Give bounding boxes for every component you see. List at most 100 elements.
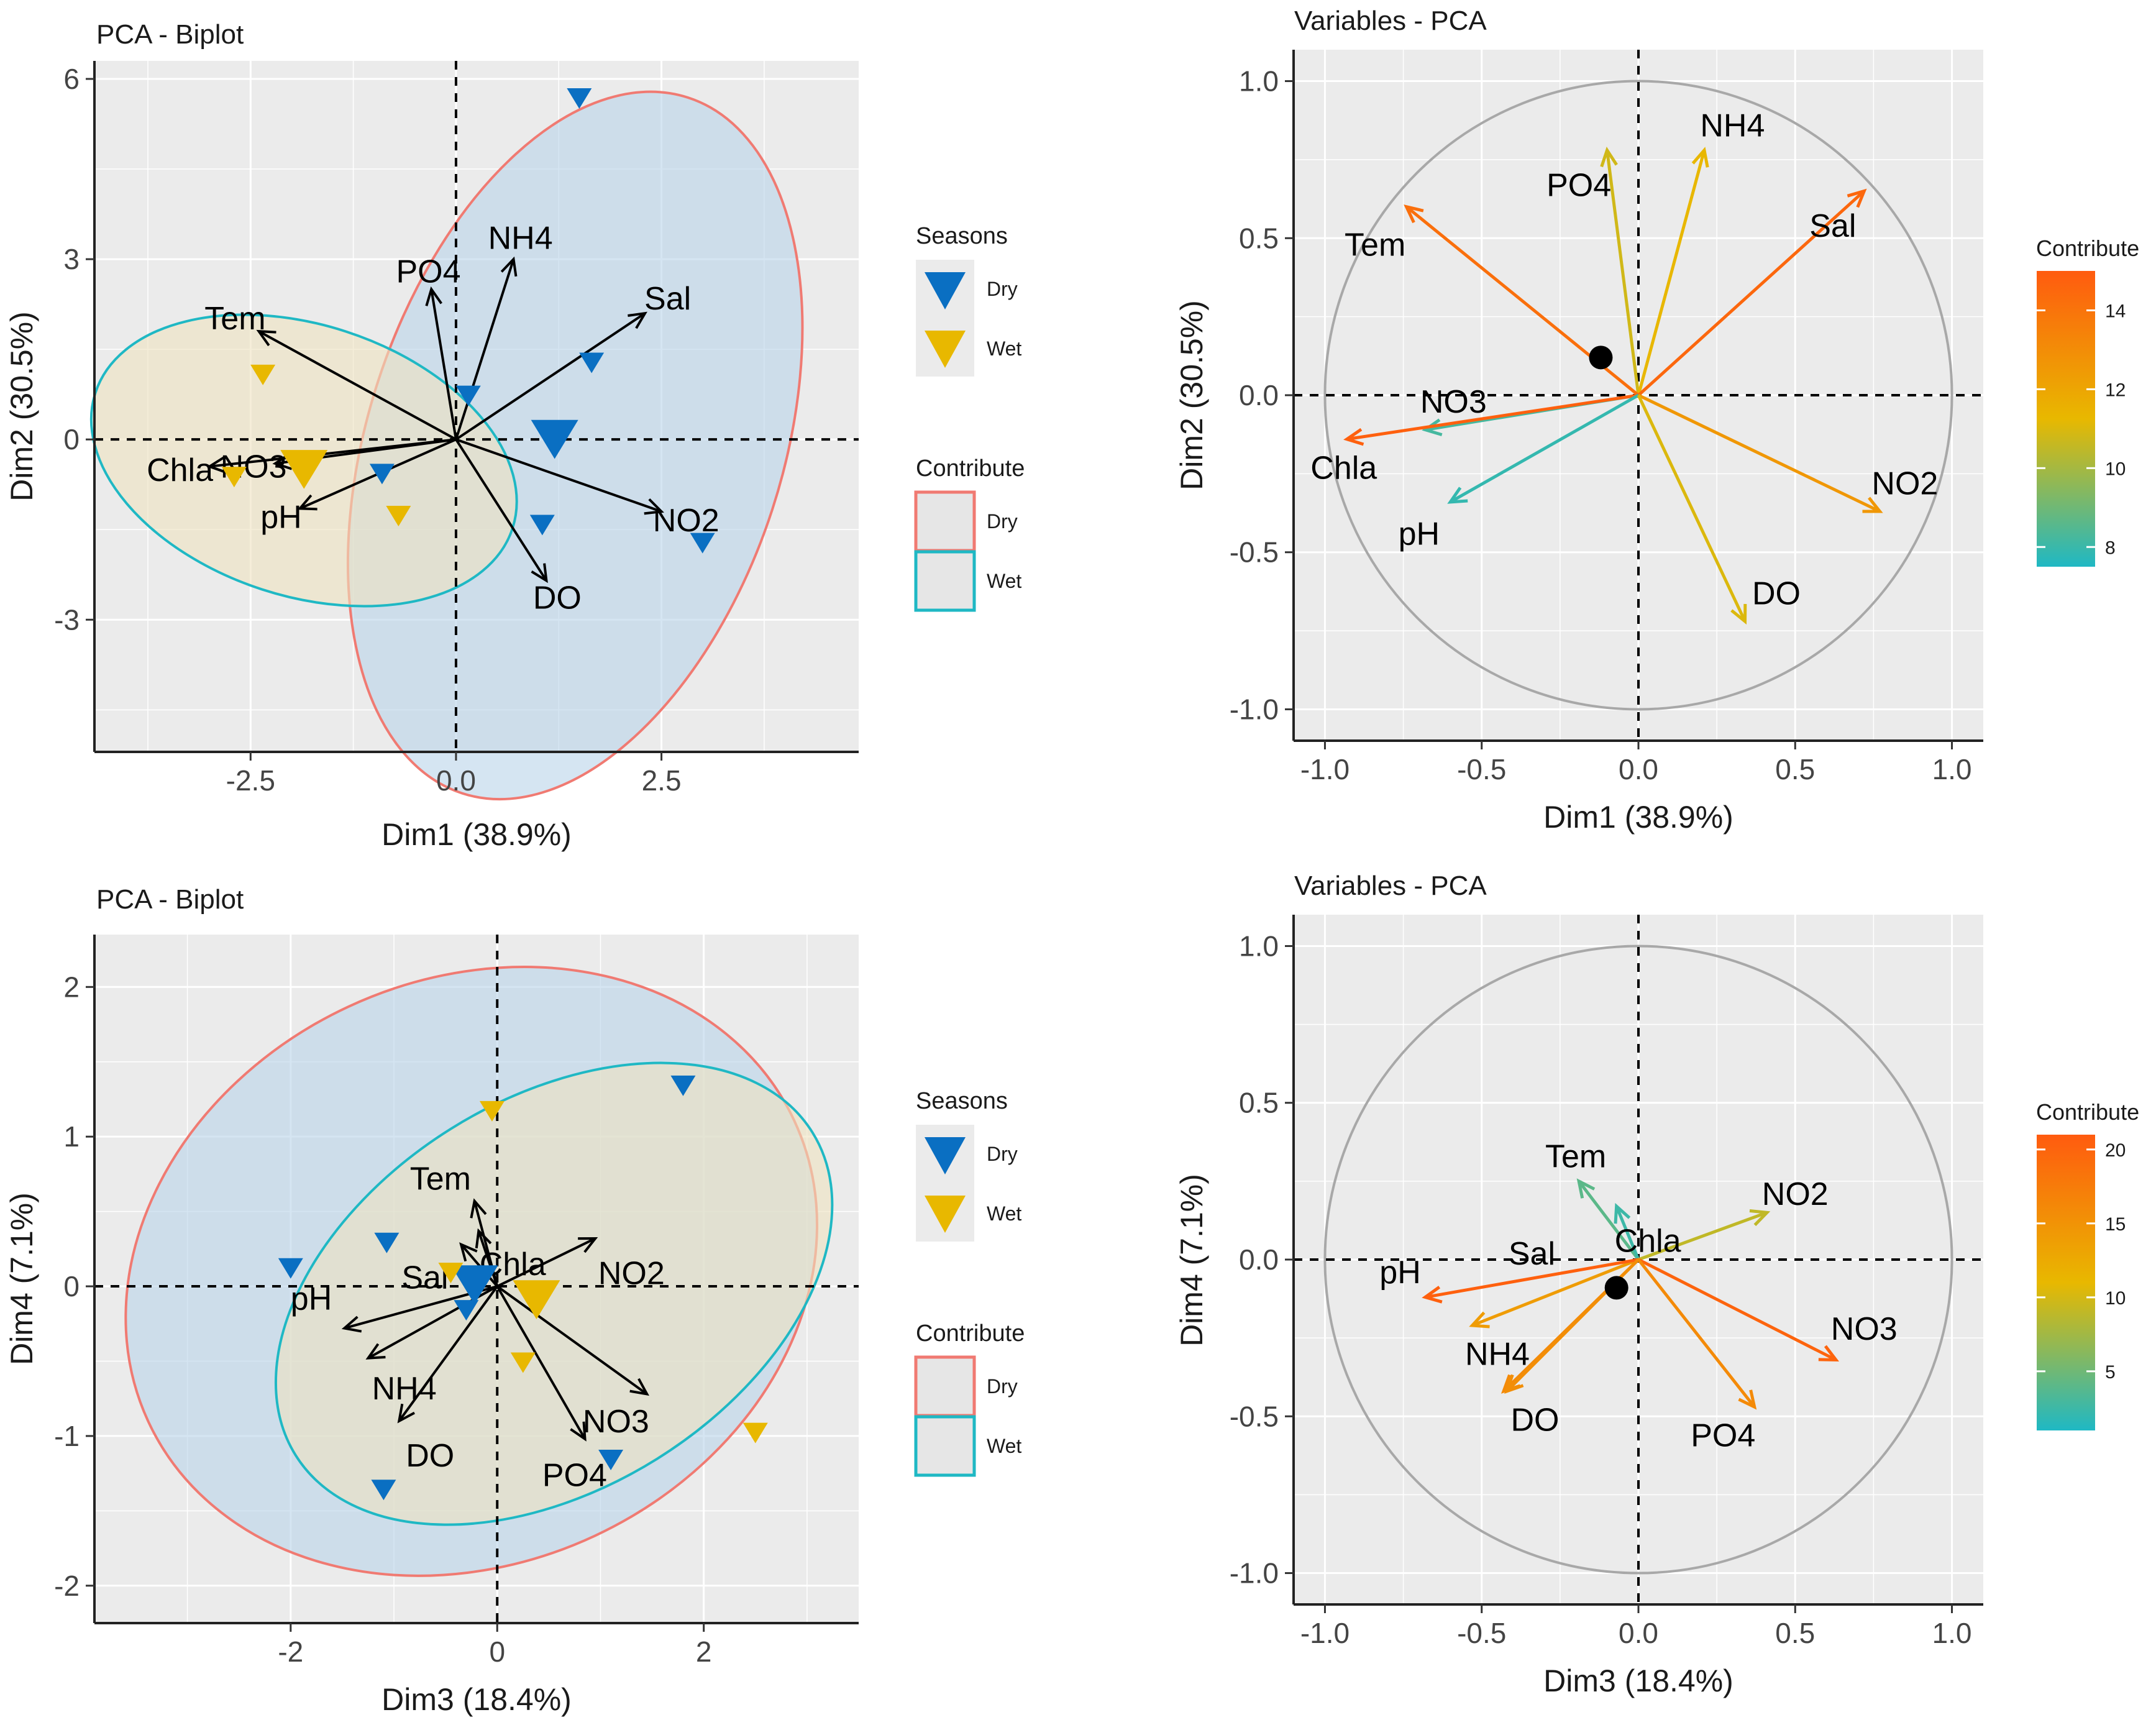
point-wet-mean — [513, 1280, 560, 1320]
vector-sal-head — [475, 1228, 492, 1248]
x-tick-label: -0.5 — [1457, 1617, 1506, 1649]
vector-no3-head — [629, 1378, 649, 1396]
point-wet-mean — [280, 450, 328, 489]
variables-1-xlabel: Dim1 (38.9%) — [1543, 800, 1733, 835]
x-tick-label: -1.0 — [1300, 753, 1350, 785]
vector-sal — [1471, 1258, 1639, 1327]
vector-no2-head — [1749, 1209, 1771, 1227]
vector-tem — [1578, 1180, 1640, 1261]
legend-2-dry-triangle — [925, 1137, 966, 1174]
point-dry — [455, 385, 481, 406]
biplot-2-axes: -2 0 2 -2 -1 0 1 2 — [54, 935, 859, 1668]
x-tick-label: -1.0 — [1300, 1617, 1350, 1649]
y-tick-label: 1.0 — [1239, 930, 1279, 962]
vector-label-no2: NO2 — [1871, 466, 1938, 502]
biplot-1-xlabel: Dim1 (38.9%) — [381, 817, 572, 852]
vector-no2-head — [578, 1237, 598, 1253]
biplot-2-legend: Seasons Dry Wet Contribute Dry Wet — [914, 1088, 1025, 1477]
colorbar-tick-label: 5 — [2105, 1362, 2116, 1383]
vector-label-do: DO — [1511, 1402, 1560, 1438]
colorbar-tick-label: 14 — [2105, 301, 2126, 321]
vector-no2 — [496, 1237, 596, 1288]
vector-do — [1637, 394, 1747, 622]
legend-2-wet-ellipse-label: Wet — [987, 1435, 1021, 1457]
point-dry — [579, 352, 605, 373]
vector-do-head — [531, 563, 548, 583]
vector-tem-head — [470, 1198, 487, 1219]
variables-2-axes: -1.0 -0.5 0.0 0.5 1.0 -1.0 -0.5 0.0 0.5 1.0 — [1230, 915, 1983, 1649]
colorbar-tick-label: 12 — [2105, 380, 2126, 400]
vector-label-po4: PO4 — [542, 1458, 607, 1494]
vector-do — [398, 1285, 498, 1422]
point-wet — [742, 1422, 768, 1444]
point-dry — [369, 464, 395, 485]
vector-chla-head — [206, 456, 227, 474]
y-tick-label: -1 — [54, 1420, 80, 1452]
vector-ph — [1425, 1258, 1639, 1299]
legend-1-seasons-title: Seasons — [916, 223, 1008, 249]
y-tick-label: 2 — [63, 971, 80, 1003]
correlation-circle — [1323, 945, 1953, 1575]
vector-tem-head — [1576, 1178, 1596, 1199]
y-tick-label: 1 — [63, 1120, 80, 1153]
variables-1-axes: -1.0 -0.5 0.0 0.5 1.0 -1.0 -0.5 0.0 0.5 1.0 — [1230, 50, 1983, 785]
colorbar-tick-label: 20 — [2105, 1140, 2126, 1161]
y-tick-label: 6 — [63, 63, 80, 95]
vector-label-ph: pH — [1379, 1255, 1420, 1291]
variables-2-xlabel: Dim3 (18.4%) — [1543, 1663, 1733, 1698]
correlation-circle — [1323, 80, 1953, 711]
y-tick-label: -2 — [54, 1570, 80, 1602]
point-dry — [374, 1232, 400, 1253]
point-dry — [278, 1258, 303, 1279]
legend-1-dry-triangle — [925, 272, 966, 309]
legend-2-wet-label: Wet — [987, 1202, 1021, 1225]
x-tick-label: 1.0 — [1932, 1617, 1972, 1649]
vector-chla — [1346, 393, 1639, 441]
ellipse-wet — [274, 1061, 834, 1526]
vector-nh4-head — [365, 1343, 386, 1360]
vector-label-nh4: NH4 — [488, 220, 553, 256]
vector-ph-head — [1422, 1286, 1443, 1304]
vector-label-nh4: NH4 — [1700, 108, 1765, 144]
biplot-1-axes: -2.5 0.0 2.5 -3 0 3 6 — [54, 61, 859, 797]
vector-do-head — [1504, 1374, 1524, 1394]
biplot-2-points — [278, 1075, 768, 1501]
vector-tem — [258, 330, 457, 441]
y-tick-label: -1.0 — [1230, 1557, 1279, 1590]
colorbar-tick-label: 10 — [2105, 459, 2126, 479]
x-tick-label: 1.0 — [1932, 753, 1972, 785]
variables-1-colorbar: Contribute 8 10 12 14 — [2036, 236, 2139, 567]
legend-1-wet-triangle — [925, 331, 966, 368]
variables-1-title: Variables - PCA — [1294, 6, 1487, 36]
vector-no2 — [455, 438, 662, 513]
legend-2-seasons-title: Seasons — [916, 1088, 1008, 1114]
vector-nh4-head — [1691, 147, 1709, 168]
colorbar-2-gradient — [2037, 1135, 2095, 1430]
vector-label-tem: Tem — [410, 1161, 471, 1197]
vector-chla — [1615, 1206, 1640, 1260]
vector-label-ph: pH — [1399, 516, 1440, 552]
vector-nh4-head — [500, 256, 518, 277]
biplot-1-legend: Seasons Dry Wet Contribute Dry Wet — [914, 223, 1025, 612]
vector-label-nh4: NH4 — [372, 1371, 437, 1407]
vector-tem-head — [256, 329, 276, 347]
legend-1-dry-ellipse-label: Dry — [987, 510, 1018, 533]
y-tick-label: 3 — [63, 243, 80, 275]
biplot-1-reference-lines — [94, 61, 859, 752]
point-wet — [438, 1262, 464, 1283]
vector-label-sal: Sal — [1509, 1236, 1555, 1272]
vector-label-do: DO — [406, 1438, 454, 1474]
x-tick-label: 2.5 — [642, 764, 682, 797]
vector-label-no2: NO2 — [653, 503, 719, 539]
point-dry — [529, 515, 555, 536]
point-dry — [670, 1075, 696, 1096]
point-wet — [479, 1100, 505, 1122]
vector-sal-head — [1847, 188, 1867, 208]
vector-sal-head — [628, 311, 647, 329]
biplot-2-ylabel: Dim4 (7.1%) — [4, 1192, 39, 1365]
vector-no2-head — [1862, 496, 1883, 513]
y-tick-label: 0 — [63, 1270, 80, 1302]
legend-1-wet-ellipse-label: Wet — [987, 570, 1021, 592]
